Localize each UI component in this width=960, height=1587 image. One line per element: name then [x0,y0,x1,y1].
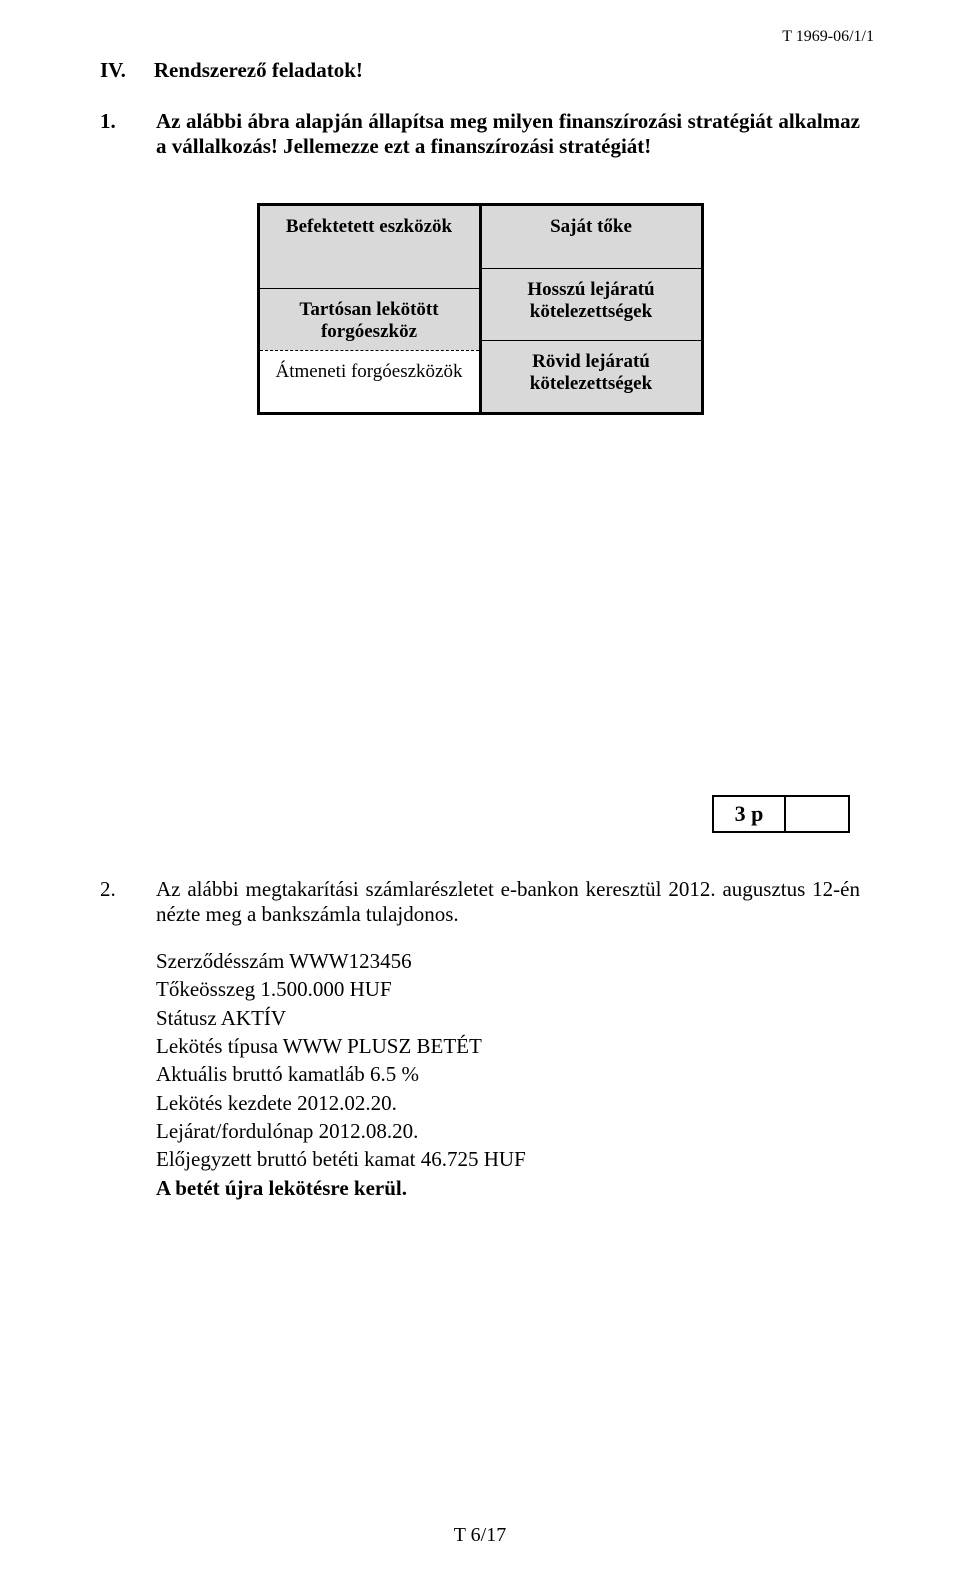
diagram-wrapper: Befektetett eszközök Tartósan lekötött f… [100,203,860,415]
header-code: T 1969-06/1/1 [782,28,874,46]
detail-rollover: A betét újra lekötésre kerül. [156,1174,860,1202]
points-blank [785,796,849,832]
page-footer: T 6/17 [0,1524,960,1547]
liab-cell-longterm: Hosszú lejáratú kötelezettségek [482,268,701,340]
detail-start-date: Lekötés kezdete 2012.02.20. [156,1089,860,1117]
q1-text: Az alábbi ábra alapján állapítsa meg mil… [156,109,860,159]
question-2: 2. Az alábbi megtakarítási számlarészlet… [100,877,860,927]
detail-interest-rate: Aktuális bruttó kamatláb 6.5 % [156,1060,860,1088]
financing-diagram: Befektetett eszközök Tartósan lekötött f… [257,203,704,415]
q2-text: Az alábbi megtakarítási számlarészletet … [156,877,860,927]
detail-status: Státusz AKTÍV [156,1004,860,1032]
detail-accrued-interest: Előjegyzett bruttó betéti kamat 46.725 H… [156,1145,860,1173]
liab-cell-shortterm: Rövid lejáratú kötelezettségek [482,340,701,412]
detail-principal: Tőkeösszeg 1.500.000 HUF [156,975,860,1003]
detail-contract-no: Szerződésszám WWW123456 [156,947,860,975]
section-num: IV. [100,58,126,83]
section-title: IV. Rendszerező feladatok! [100,58,860,83]
points-box: 3 p [712,795,850,833]
detail-maturity: Lejárat/fordulónap 2012.08.20. [156,1117,860,1145]
question-1: 1. Az alábbi ábra alapján állapítsa meg … [100,109,860,159]
page: T 1969-06/1/1 IV. Rendszerező feladatok!… [0,0,960,1587]
account-details: Szerződésszám WWW123456 Tőkeösszeg 1.500… [156,947,860,1202]
q1-number: 1. [100,109,128,159]
q2-number: 2. [100,877,128,927]
asset-cell-invested: Befektetett eszközök [260,206,479,288]
asset-cell-temp-current: Átmeneti forgóeszközök [260,350,479,412]
points-label: 3 p [713,796,785,832]
asset-cell-longterm-current: Tartósan lekötött forgóeszköz [260,288,479,350]
detail-deposit-type: Lekötés típusa WWW PLUSZ BETÉT [156,1032,860,1060]
points-box-wrap: 3 p [100,795,860,833]
liab-cell-equity: Saját tőke [482,206,701,268]
section-heading: Rendszerező feladatok! [154,58,363,83]
